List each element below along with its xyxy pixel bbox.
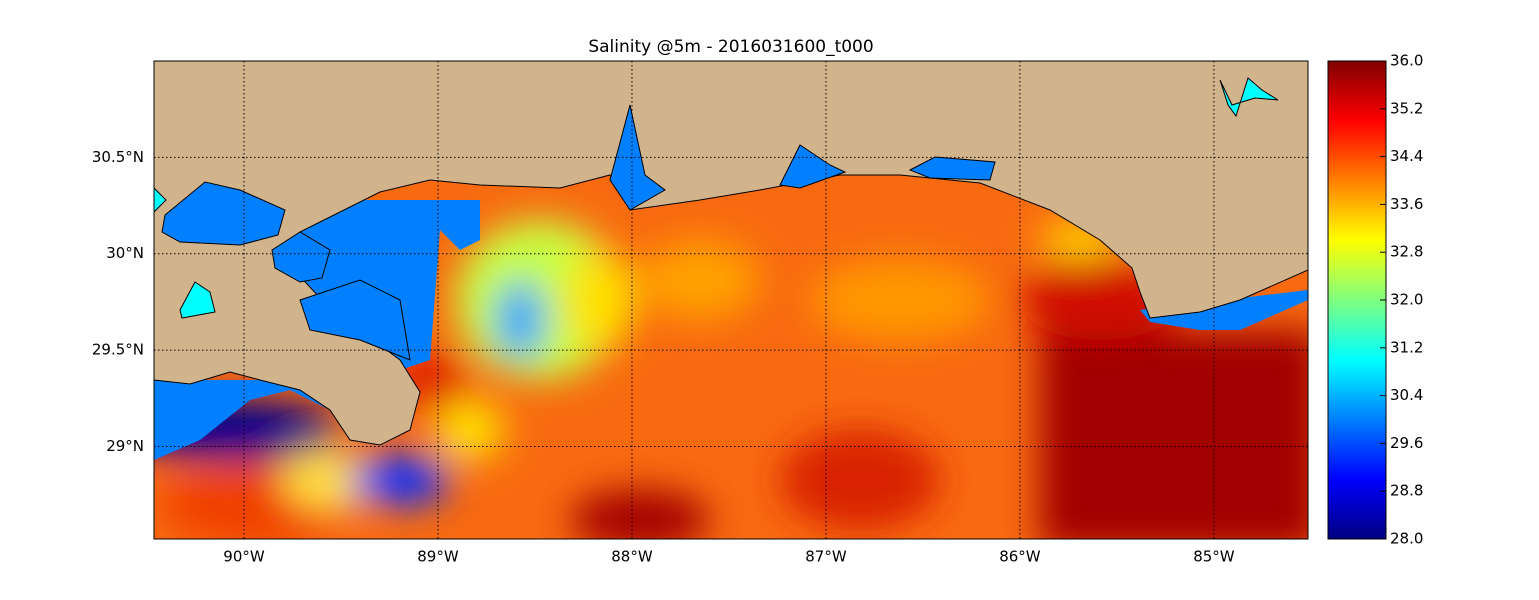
chart-title: Salinity @5m - 2016031600_t000 <box>588 37 873 57</box>
y-tick-label: 29.5°N <box>92 341 144 359</box>
map-field <box>154 61 1308 539</box>
colorbar-tick-label: 33.6 <box>1390 195 1423 213</box>
colorbar-tick-label: 28.8 <box>1390 482 1423 500</box>
grid <box>154 61 1308 539</box>
colorbar-tick-label: 35.2 <box>1390 99 1423 117</box>
x-tick-label: 86°W <box>999 548 1041 566</box>
map-frame <box>153 60 1309 540</box>
x-tick-label: 87°W <box>805 548 847 566</box>
colorbar <box>1327 60 1387 540</box>
colorbar-tick-label: 30.4 <box>1390 386 1423 404</box>
y-tick-label: 30°N <box>106 244 144 262</box>
y-tick-label: 30.5°N <box>92 148 144 166</box>
x-tick-label: 89°W <box>417 548 459 566</box>
y-tick-label: 29°N <box>106 437 144 455</box>
colorbar-tick-label: 29.6 <box>1390 434 1423 452</box>
colorbar-tick-label: 28.0 <box>1390 530 1423 548</box>
colorbar-tick-label: 34.4 <box>1390 147 1423 165</box>
colorbar-tick-label: 36.0 <box>1390 52 1423 70</box>
x-tick-label: 90°W <box>223 548 265 566</box>
x-tick-label: 85°W <box>1193 548 1235 566</box>
colorbar-tick-label: 32.0 <box>1390 291 1423 309</box>
x-tick-label: 88°W <box>611 548 653 566</box>
colorbar-tick-label: 32.8 <box>1390 243 1423 261</box>
colorbar-tick-label: 31.2 <box>1390 338 1423 356</box>
